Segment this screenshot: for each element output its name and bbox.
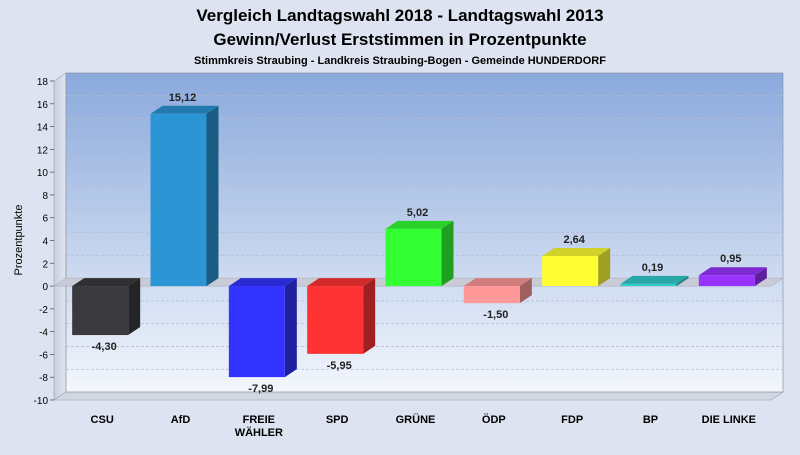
bar-front-face (542, 255, 599, 287)
y-tick-label: -2 (39, 305, 48, 316)
value-label: 5,02 (407, 207, 428, 219)
y-tick-label: 14 (37, 123, 49, 134)
plot-floor (53, 391, 784, 401)
bar-freie-wähler (228, 278, 297, 378)
bar-fdp (542, 247, 611, 287)
chart-subtitle: Gewinn/Verlust Erststimmen in Prozentpun… (213, 30, 586, 49)
y-tick-label: -8 (39, 373, 48, 384)
x-tick-label: CSU (91, 414, 114, 426)
bar-top-face (463, 278, 532, 287)
y-tick-label: -4 (39, 328, 48, 339)
value-label: -5,95 (327, 360, 352, 372)
bar-front-face (307, 286, 364, 354)
y-tick-label: 2 (42, 259, 48, 270)
bar-side-face (754, 267, 767, 287)
bar-front-face (385, 228, 442, 287)
bar-top-face (542, 247, 611, 256)
y-tick-label: -6 (39, 350, 48, 361)
x-tick-label: FDP (561, 414, 583, 426)
x-tick-label: GRÜNE (396, 413, 436, 426)
chart-title: Vergleich Landtagswahl 2018 - Landtagswa… (196, 6, 603, 25)
bar-side-face (598, 247, 611, 287)
y-tick-label: 4 (42, 237, 48, 248)
value-label: 2,64 (563, 234, 585, 246)
value-label: -4,30 (92, 341, 117, 353)
y-tick-label: 18 (37, 77, 49, 88)
y-tick-label: 8 (42, 191, 48, 202)
bar-grüne (385, 220, 454, 287)
bar-side-face (363, 278, 376, 354)
y-tick-label: 16 (37, 100, 49, 111)
y-tick-label: 6 (42, 214, 48, 225)
bar-afd (150, 105, 219, 287)
bar-csu (72, 278, 141, 336)
y-tick-label: 12 (37, 145, 49, 156)
x-tick-label: WÄHLER (235, 426, 283, 439)
bar-side-face (128, 278, 141, 336)
bar-front-face (150, 113, 207, 287)
bar-top-face (150, 105, 219, 114)
bar-front-face (228, 286, 285, 378)
value-label: 15,12 (169, 92, 197, 104)
bar-die-linke (698, 267, 767, 287)
bar-top-face (385, 220, 454, 229)
bar-bp (620, 275, 689, 287)
y-tick-label: -10 (34, 396, 49, 407)
plot-side-wall (53, 72, 67, 401)
y-tick-label: 0 (42, 282, 48, 293)
bar-ödp (463, 278, 532, 304)
value-label: -1,50 (483, 309, 508, 321)
bar-front-face (620, 283, 677, 287)
bar-top-face (698, 267, 767, 276)
bar-top-face (307, 278, 376, 287)
chart-caption: Stimmkreis Straubing - Landkreis Straubi… (194, 55, 606, 67)
value-label: 0,19 (642, 262, 663, 274)
x-tick-label: ÖDP (482, 413, 506, 426)
bar-side-face (676, 275, 689, 287)
x-tick-label: DIE LINKE (702, 414, 756, 426)
bar-front-face (72, 286, 129, 336)
bar-top-face (228, 278, 297, 287)
x-tick-label: BP (643, 414, 658, 426)
bar-front-face (463, 286, 520, 304)
bar-top-face (620, 275, 689, 284)
bar-side-face (519, 278, 532, 304)
bar-spd (307, 278, 376, 354)
y-tick-label: 10 (37, 168, 49, 179)
y-axis-label: Prozentpunkte (13, 205, 25, 276)
value-label: 0,95 (720, 253, 741, 265)
bar-top-face (72, 278, 141, 287)
bar-side-face (284, 278, 297, 378)
x-tick-label: SPD (326, 414, 349, 426)
x-tick-label: AfD (171, 414, 191, 426)
bar-side-face (441, 220, 454, 287)
x-tick-label: FREIE (243, 414, 275, 426)
value-label: -7,99 (248, 383, 273, 395)
bar-front-face (698, 275, 755, 287)
bar-side-face (206, 105, 219, 287)
